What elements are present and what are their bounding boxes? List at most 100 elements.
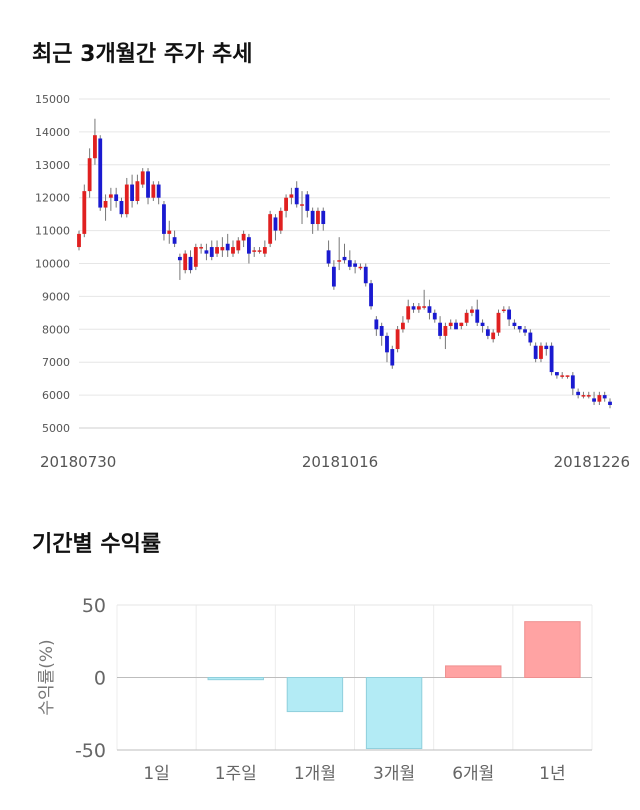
candle-series xyxy=(77,118,612,409)
candle-y-ticks: 5000 6000 7000 8000 9000 10000 11000 12000 13000… xyxy=(35,93,70,435)
bar-y-tick-label: 50 xyxy=(82,595,106,617)
candle-y-tick-label: 14000 xyxy=(35,126,70,139)
candle-body xyxy=(565,375,570,377)
candle-body xyxy=(586,395,591,397)
candle-body xyxy=(87,158,92,192)
bar-x-tick-label: 1개월 xyxy=(294,764,336,784)
candle-body xyxy=(496,312,501,333)
candle-body xyxy=(156,184,161,198)
candle-body xyxy=(597,395,602,402)
candle-body xyxy=(98,138,103,208)
candle-body xyxy=(480,322,485,327)
candle-body xyxy=(177,256,182,261)
candle-body xyxy=(183,253,188,271)
candle-body xyxy=(438,322,442,336)
candle-x-tick-label: 20181016 xyxy=(302,453,378,471)
candle-y-tick-label: 15000 xyxy=(35,93,70,106)
candle-body xyxy=(416,306,421,310)
candle-body xyxy=(581,395,586,397)
candle-y-tick-label: 5000 xyxy=(42,422,70,435)
candle-body xyxy=(533,345,538,359)
return-bar xyxy=(207,677,264,681)
candle-body xyxy=(560,375,565,377)
candle-body xyxy=(93,135,97,159)
candle-body xyxy=(374,319,379,330)
candle-y-tick-label: 12000 xyxy=(35,192,70,205)
candle-body xyxy=(464,312,469,323)
candle-body xyxy=(507,309,512,320)
candle-body xyxy=(82,191,87,234)
candle-y-tick-label: 6000 xyxy=(42,389,70,402)
candle-body xyxy=(411,306,416,310)
candle-body xyxy=(491,332,496,340)
candle-body xyxy=(501,309,506,312)
candle-body xyxy=(310,210,315,225)
candle-y-tick-label: 10000 xyxy=(35,258,70,271)
candle-y-tick-label: 8000 xyxy=(42,323,70,336)
candle-body xyxy=(268,214,273,244)
candle-body xyxy=(77,233,81,248)
bar-series xyxy=(207,621,581,750)
candle-body xyxy=(278,210,283,231)
candle-body xyxy=(108,194,113,198)
candle-body xyxy=(353,263,358,267)
candle-body xyxy=(592,398,596,402)
candle-body xyxy=(220,247,225,251)
candle-body xyxy=(608,401,612,405)
bar-x-tick-label: 1주일 xyxy=(215,764,257,784)
candle-body xyxy=(331,266,336,287)
candle-body xyxy=(130,184,135,201)
candle-body xyxy=(151,184,156,198)
candle-body xyxy=(406,306,411,320)
candle-body xyxy=(162,204,166,234)
candle-body xyxy=(262,247,267,254)
bar-x-tick-label: 1일 xyxy=(143,764,169,784)
return-bar xyxy=(286,677,344,713)
candle-body xyxy=(289,194,294,198)
candle-body xyxy=(363,266,368,284)
bar-y-tick-label: 0 xyxy=(94,668,106,690)
candle-body xyxy=(347,260,352,267)
candle-body xyxy=(385,335,389,353)
candle-body xyxy=(358,266,363,269)
candle-x-ticks: 20180730 20181016 20181226 xyxy=(40,453,630,471)
candle-body xyxy=(544,345,549,350)
candle-body xyxy=(305,194,310,211)
candle-body xyxy=(528,332,533,343)
candle-body xyxy=(252,250,257,252)
candle-body xyxy=(549,345,554,373)
candle-body xyxy=(390,349,395,366)
candle-grid xyxy=(79,98,610,429)
candle-body xyxy=(167,230,172,234)
candle-body xyxy=(294,187,299,205)
return-bar xyxy=(365,677,423,750)
return-bar xyxy=(524,621,581,678)
candle-body xyxy=(422,306,427,308)
candle-body xyxy=(209,247,214,257)
candle-body xyxy=(119,200,124,215)
candle-body xyxy=(342,256,347,261)
candle-body xyxy=(427,306,432,313)
candle-body xyxy=(432,312,437,320)
candle-body xyxy=(395,329,400,350)
candle-body xyxy=(454,322,458,330)
candle-body xyxy=(459,322,464,327)
bar-y-axis-label: 수익률(%) xyxy=(37,639,57,715)
candle-body xyxy=(570,375,575,389)
candle-body xyxy=(225,243,230,251)
bar-y-ticks: 50 0 -50 xyxy=(75,595,106,762)
candle-body xyxy=(369,283,373,307)
return-bar xyxy=(445,665,502,679)
candle-body xyxy=(188,256,193,271)
candle-y-tick-label: 7000 xyxy=(42,356,70,369)
candle-body xyxy=(539,345,543,359)
candle-body xyxy=(523,329,527,333)
candle-body xyxy=(135,181,140,201)
candle-body xyxy=(316,210,320,225)
candle-body xyxy=(257,250,262,252)
candle-body xyxy=(602,395,607,399)
candle-body xyxy=(103,200,108,208)
candle-body xyxy=(231,247,235,254)
candle-body xyxy=(400,322,405,330)
